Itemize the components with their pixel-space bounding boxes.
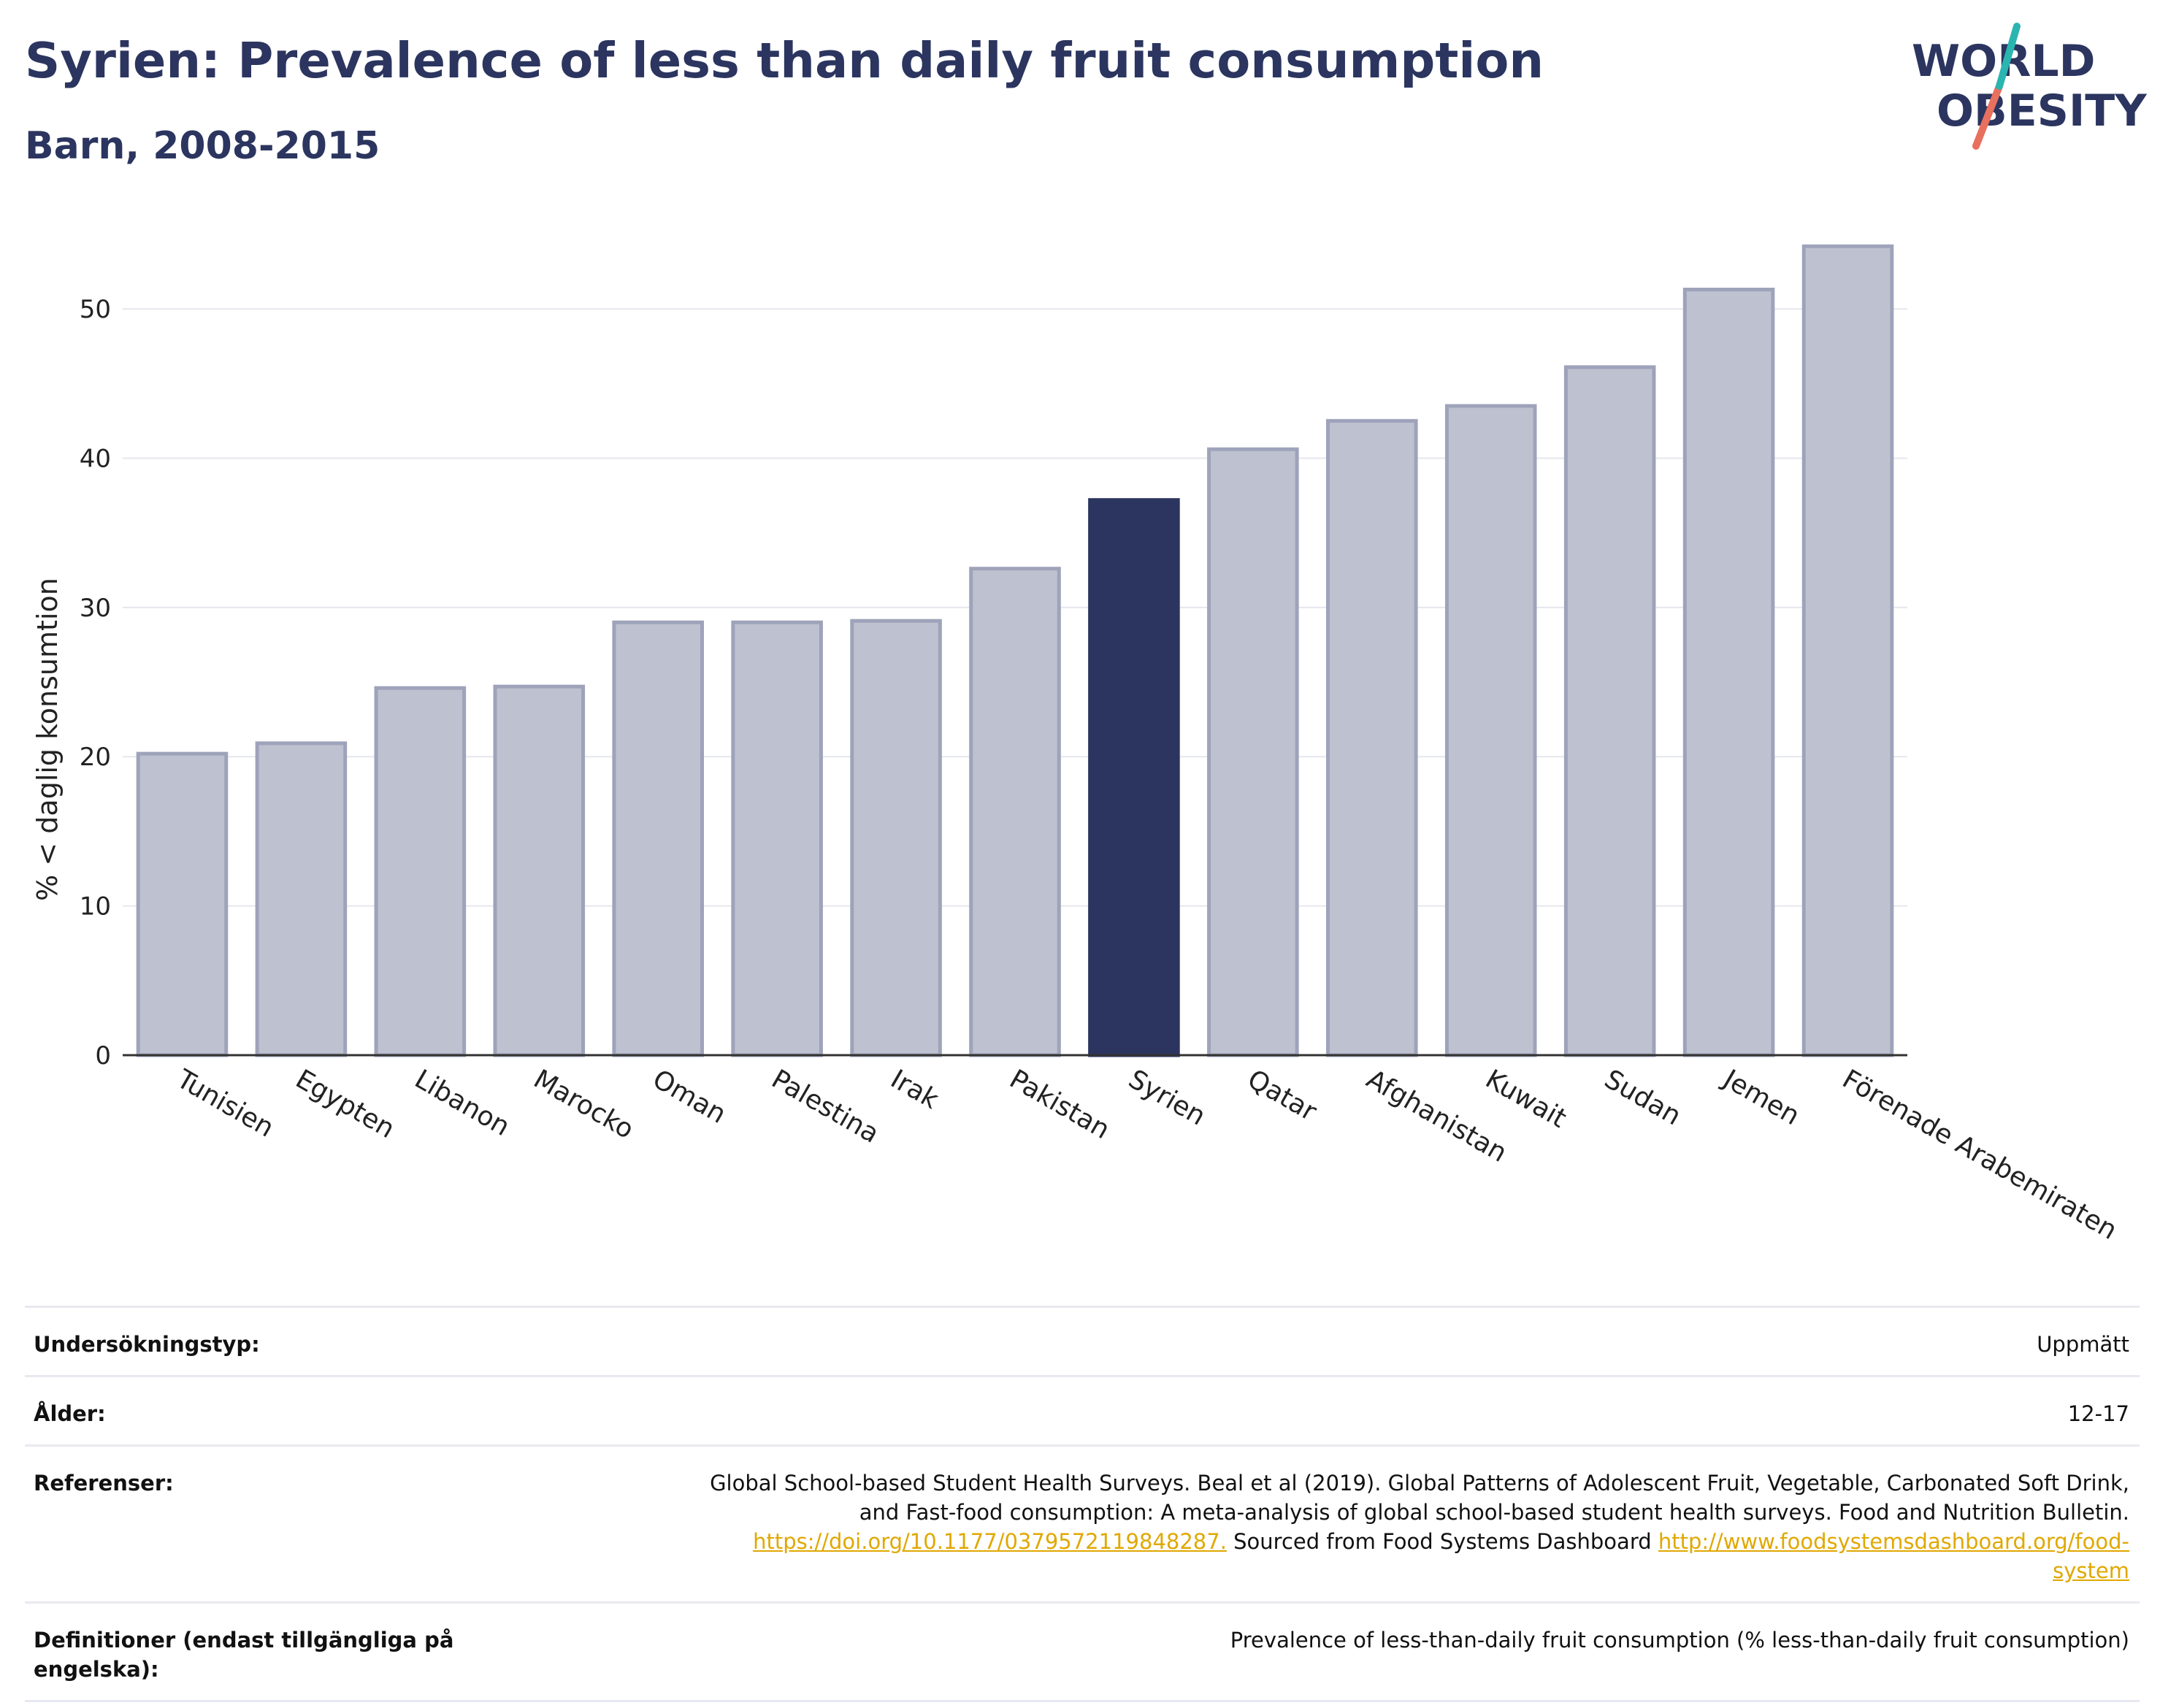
logo-slash-teal [1996, 23, 2021, 90]
dashboard-link[interactable]: http://www.foodsystemsdashboard.org/food… [1658, 1529, 2129, 1555]
bar-palestina [731, 620, 823, 1057]
x-tick-label: Marocko [529, 1064, 639, 1145]
bar-oman [612, 620, 704, 1057]
references-label: Referenser: [25, 1444, 545, 1603]
bar-afghanistan [1326, 418, 1418, 1057]
reference-text-2: and Fast-food consumption: A meta-analys… [859, 1500, 2129, 1525]
x-tick-label: Syrien [1123, 1064, 1210, 1131]
bar-tunisien [136, 751, 229, 1057]
doi-link[interactable]: https://doi.org/10.1177/0379572119848287… [753, 1529, 1227, 1555]
bar-jemen [1682, 288, 1775, 1057]
info-row-age: Ålder: 12-17 [25, 1375, 2140, 1446]
bar-kuwait [1444, 404, 1537, 1057]
bar-irak [850, 619, 942, 1057]
age-label: Ålder: [25, 1375, 545, 1446]
bar-syrien [1088, 498, 1180, 1057]
age-value: 12-17 [545, 1375, 2140, 1446]
x-tick-label: Pakistan [1005, 1064, 1115, 1145]
bar-libanon [374, 686, 467, 1057]
y-tick-label: 40 [80, 444, 111, 473]
x-tick-label: Tunisien [171, 1064, 279, 1144]
bar-qatar [1207, 447, 1299, 1057]
x-tick-label: Sudan [1599, 1064, 1686, 1131]
info-row-survey-type: Undersökningstyp: Uppmätt [25, 1305, 2140, 1376]
bar-chart: 0 10 20 30 40 50 Tunisien Egypten Libanon Marocko… [31, 244, 2122, 1246]
reference-text-1: Global School-based Student Health Surve… [710, 1471, 2129, 1496]
page-subtitle: Barn, 2008-2015 [25, 124, 380, 168]
y-tick-label: 0 [95, 1041, 111, 1071]
definitions-label: Definitioner (endast tillgängliga på eng… [25, 1601, 545, 1703]
info-table: Undersökningstyp: Uppmätt Ålder: 12-17 R… [25, 1305, 2140, 1703]
reference-text-3: Sourced from Food Systems Dashboard [1226, 1529, 1658, 1555]
y-tick-label: 10 [80, 892, 111, 922]
survey-type-label: Undersökningstyp: [25, 1305, 545, 1376]
x-tick-label: Oman [648, 1064, 731, 1130]
definitions-value: Prevalence of less-than-daily fruit cons… [545, 1601, 2140, 1703]
logo-slash-red [1972, 83, 2003, 150]
bar-egypten [255, 741, 348, 1057]
x-tick-label: Kuwait [1480, 1064, 1571, 1134]
x-tick-label: Qatar [1242, 1064, 1321, 1127]
world-obesity-logo: WORLD OBESITY [1912, 23, 2147, 150]
bar-marocko [493, 684, 586, 1057]
info-row-definitions: Definitioner (endast tillgängliga på eng… [25, 1601, 2140, 1703]
y-tick-label: 50 [80, 295, 111, 324]
x-tick-label: Libanon [410, 1064, 515, 1142]
dashboard-link-continued[interactable]: system [2053, 1558, 2129, 1584]
x-tick-label: Irak [886, 1064, 944, 1115]
x-tick-label: Förenade Arabemiraten [1837, 1064, 2122, 1246]
survey-type-value: Uppmätt [545, 1305, 2140, 1376]
references-value: Global School-based Student Health Surve… [545, 1444, 2140, 1603]
info-row-references: Referenser: Global School-based Student … [25, 1444, 2140, 1603]
bar-förenade-arabemiraten [1801, 244, 1894, 1057]
x-tick-label: Palestina [767, 1064, 884, 1149]
page-title: Syrien: Prevalence of less than daily fr… [25, 32, 1544, 89]
y-axis-title: % < daglig konsumtion [31, 578, 64, 901]
y-tick-label: 20 [80, 743, 111, 772]
bar-sudan [1563, 365, 1656, 1057]
bar-pakistan [969, 567, 1061, 1057]
x-tick-label: Jemen [1717, 1063, 1804, 1131]
x-tick-label: Egypten [291, 1064, 399, 1144]
y-tick-label: 30 [80, 594, 111, 623]
logo-line-2: OBESITY [1937, 85, 2147, 137]
